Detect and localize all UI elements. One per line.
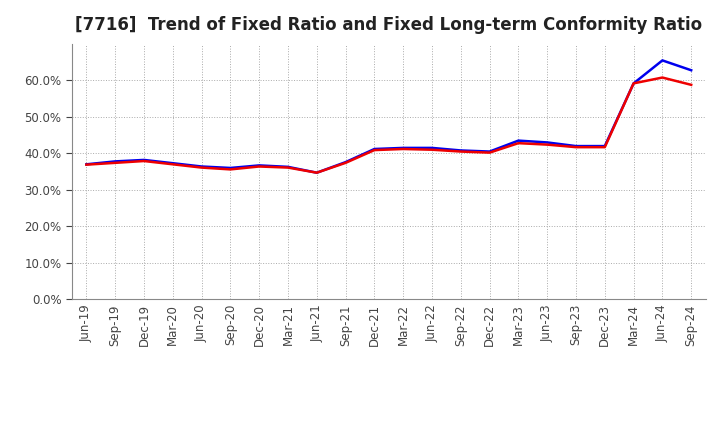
Fixed Ratio xyxy=(543,140,552,145)
Fixed Long-term Conformity Ratio xyxy=(572,144,580,150)
Fixed Long-term Conformity Ratio xyxy=(629,81,638,86)
Fixed Ratio xyxy=(428,145,436,150)
Fixed Ratio xyxy=(629,81,638,86)
Fixed Ratio xyxy=(572,143,580,149)
Fixed Ratio xyxy=(600,143,609,149)
Title: [7716]  Trend of Fixed Ratio and Fixed Long-term Conformity Ratio: [7716] Trend of Fixed Ratio and Fixed Lo… xyxy=(75,16,703,34)
Fixed Long-term Conformity Ratio xyxy=(168,161,177,167)
Fixed Long-term Conformity Ratio xyxy=(543,142,552,147)
Fixed Ratio xyxy=(514,138,523,143)
Fixed Long-term Conformity Ratio xyxy=(312,170,321,175)
Fixed Long-term Conformity Ratio xyxy=(370,147,379,153)
Line: Fixed Long-term Conformity Ratio: Fixed Long-term Conformity Ratio xyxy=(86,77,691,172)
Fixed Long-term Conformity Ratio xyxy=(284,165,292,170)
Fixed Long-term Conformity Ratio xyxy=(399,147,408,152)
Fixed Ratio xyxy=(687,68,696,73)
Fixed Ratio xyxy=(284,164,292,169)
Fixed Long-term Conformity Ratio xyxy=(111,160,120,165)
Fixed Ratio xyxy=(226,165,235,171)
Fixed Ratio xyxy=(140,157,148,162)
Fixed Ratio xyxy=(341,159,350,165)
Fixed Ratio xyxy=(197,164,206,169)
Fixed Long-term Conformity Ratio xyxy=(658,75,667,80)
Fixed Ratio xyxy=(111,159,120,164)
Legend: Fixed Ratio, Fixed Long-term Conformity Ratio: Fixed Ratio, Fixed Long-term Conformity … xyxy=(172,439,606,440)
Fixed Long-term Conformity Ratio xyxy=(600,144,609,150)
Fixed Long-term Conformity Ratio xyxy=(82,162,91,167)
Fixed Ratio xyxy=(399,145,408,150)
Fixed Long-term Conformity Ratio xyxy=(341,160,350,165)
Fixed Long-term Conformity Ratio xyxy=(140,158,148,164)
Fixed Ratio xyxy=(370,147,379,152)
Fixed Ratio xyxy=(456,148,465,153)
Fixed Long-term Conformity Ratio xyxy=(197,165,206,170)
Fixed Long-term Conformity Ratio xyxy=(687,82,696,88)
Fixed Ratio xyxy=(82,161,91,167)
Fixed Ratio xyxy=(312,170,321,175)
Fixed Long-term Conformity Ratio xyxy=(485,150,494,155)
Line: Fixed Ratio: Fixed Ratio xyxy=(86,60,691,172)
Fixed Ratio xyxy=(485,149,494,154)
Fixed Long-term Conformity Ratio xyxy=(255,164,264,169)
Fixed Long-term Conformity Ratio xyxy=(456,149,465,154)
Fixed Long-term Conformity Ratio xyxy=(428,147,436,152)
Fixed Long-term Conformity Ratio xyxy=(514,140,523,146)
Fixed Ratio xyxy=(658,58,667,63)
Fixed Ratio xyxy=(255,163,264,168)
Fixed Ratio xyxy=(168,161,177,166)
Fixed Long-term Conformity Ratio xyxy=(226,167,235,172)
